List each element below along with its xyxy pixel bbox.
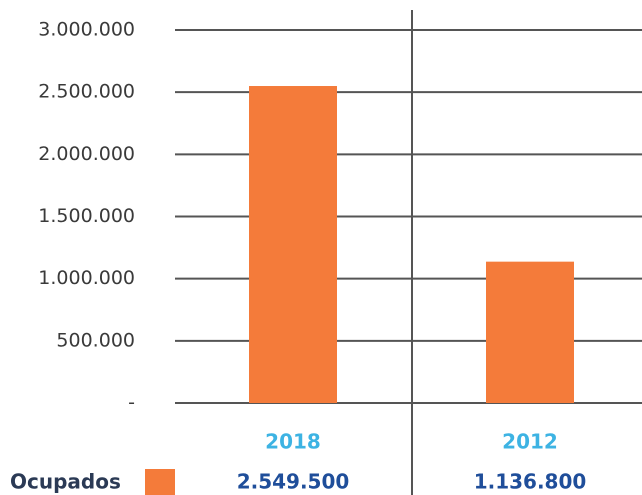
bar [249, 86, 337, 403]
y-tick-label: 1.500.000 [38, 205, 135, 227]
y-tick-label: - [128, 392, 135, 414]
y-tick-label: 3.000.000 [38, 19, 135, 41]
legend-label: Ocupados [10, 470, 121, 494]
bar [486, 261, 574, 403]
y-tick-label: 500.000 [56, 329, 135, 351]
x-tick-label: 2018 [265, 430, 321, 454]
value-label: 2.549.500 [237, 470, 350, 494]
y-tick-label: 2.500.000 [38, 81, 135, 103]
legend-swatch [145, 469, 175, 495]
y-tick-label: 2.000.000 [38, 143, 135, 165]
value-label: 1.136.800 [474, 470, 587, 494]
x-tick-label: 2012 [502, 430, 558, 454]
y-tick-label: 1.000.000 [38, 267, 135, 289]
